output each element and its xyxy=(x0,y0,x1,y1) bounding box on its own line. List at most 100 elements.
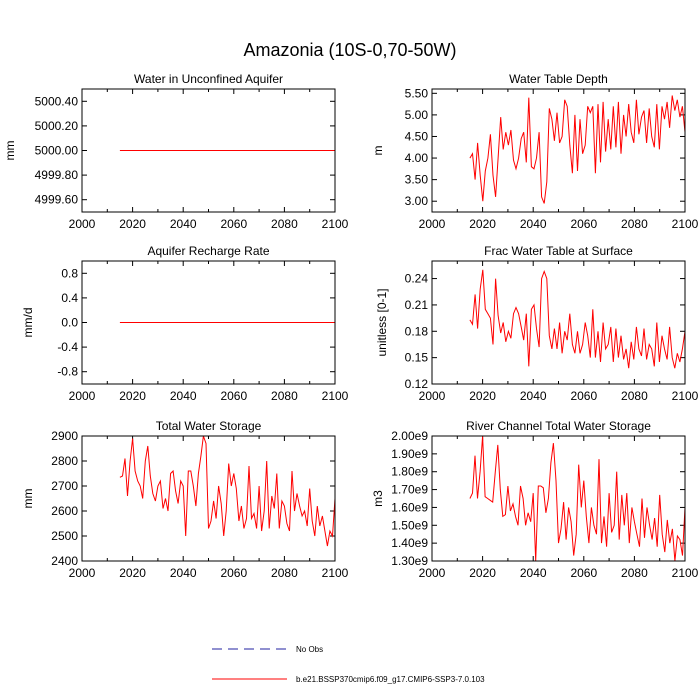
x-tick-label: 2100 xyxy=(672,389,699,403)
y-axis-label: m3 xyxy=(371,490,385,507)
panel-title: Frac Water Table at Surface xyxy=(484,244,633,258)
plot-frame xyxy=(81,260,336,385)
y-tick-label: 5000.40 xyxy=(35,94,79,108)
x-tick-label: 2060 xyxy=(570,566,597,580)
series-line xyxy=(469,435,686,562)
x-tick-label: 2020 xyxy=(119,217,146,231)
panel-title: Aquifer Recharge Rate xyxy=(147,244,269,258)
y-axis-label: m xyxy=(371,146,385,156)
y-tick-label: 2700 xyxy=(51,479,78,493)
panel-p4: Frac Water Table at Surface unitless [0-1… xyxy=(375,244,699,403)
page-title: Amazonia (10S-0,70-50W) xyxy=(243,40,456,60)
y-tick-label: 2900 xyxy=(51,429,78,443)
x-tick-label: 2080 xyxy=(621,217,648,231)
legend-entry-no-obs: No Obs xyxy=(212,645,323,654)
x-tick-label: 2080 xyxy=(621,566,648,580)
y-tick-label: 2800 xyxy=(51,454,78,468)
legend-entry-model: b.e21.BSSP370cmip6.f09_g17.CMIP6-SSP3-7.… xyxy=(212,675,485,684)
y-tick-label: 5000.20 xyxy=(35,119,79,133)
x-tick-label: 2000 xyxy=(69,389,96,403)
y-tick-label: 3.00 xyxy=(405,194,429,208)
x-tick-label: 2100 xyxy=(672,217,699,231)
panel-p2: Water Table Depth m 2000 2020 2040 2060 2080 21… xyxy=(371,72,699,231)
y-tick-label: 4.50 xyxy=(405,129,429,143)
y-tick-label: 5.00 xyxy=(405,108,429,122)
x-tick-label: 2100 xyxy=(672,566,699,580)
y-axis-label: mm xyxy=(3,141,17,161)
y-tick-label: 0.24 xyxy=(405,272,429,286)
x-tick-label: 2060 xyxy=(570,389,597,403)
x-tick-label: 2100 xyxy=(322,566,349,580)
y-tick-label: 0.18 xyxy=(405,324,429,338)
y-tick-label: 1.70e9 xyxy=(391,483,428,497)
x-tick-label: 2060 xyxy=(220,217,247,231)
plot-frame xyxy=(431,435,686,562)
x-tick-label: 2080 xyxy=(271,389,298,403)
x-tick-label: 2000 xyxy=(419,566,446,580)
y-tick-label: 1.80e9 xyxy=(391,465,428,479)
x-tick-label: 2080 xyxy=(271,217,298,231)
y-tick-label: 0.0 xyxy=(61,316,78,330)
panel-p5: Total Water Storage mm 2000 2020 2040 2060 208… xyxy=(21,419,349,580)
x-tick-label: 2060 xyxy=(220,389,247,403)
x-tick-label: 2020 xyxy=(119,566,146,580)
y-tick-label: 2500 xyxy=(51,529,78,543)
y-tick-label: 0.4 xyxy=(61,291,78,305)
series-line xyxy=(469,95,686,204)
y-tick-label: 4999.80 xyxy=(35,168,79,182)
x-tick-label: 2100 xyxy=(322,217,349,231)
legend: No Obs b.e21.BSSP370cmip6.f09_g17.CMIP6-… xyxy=(212,645,485,684)
y-tick-label: 2400 xyxy=(51,554,78,568)
y-tick-label: 1.30e9 xyxy=(391,554,428,568)
y-tick-label: 1.40e9 xyxy=(391,536,428,550)
x-tick-label: 2000 xyxy=(69,217,96,231)
y-tick-label: 2.00e9 xyxy=(391,429,428,443)
x-tick-label: 2040 xyxy=(170,566,197,580)
plot-frame xyxy=(431,88,686,213)
panel-title: Water Table Depth xyxy=(509,72,608,86)
panel-title: River Channel Total Water Storage xyxy=(466,419,651,433)
y-tick-label: 0.21 xyxy=(405,298,429,312)
y-tick-label: 2600 xyxy=(51,504,78,518)
panel-p1: Water in Unconfined Aquifer mm 2000 2020 204… xyxy=(3,72,349,231)
chart-panels: Water in Unconfined Aquifer mm 2000 2020 204… xyxy=(3,72,699,580)
panel-p6: River Channel Total Water Storage m3 2000 2… xyxy=(371,419,699,580)
series-line xyxy=(119,435,336,547)
x-tick-label: 2040 xyxy=(170,217,197,231)
plot-frame xyxy=(81,88,336,213)
y-tick-label: 1.60e9 xyxy=(391,500,428,514)
y-tick-label: 1.50e9 xyxy=(391,518,428,532)
y-tick-label: 0.8 xyxy=(61,266,78,280)
x-tick-label: 2080 xyxy=(271,566,298,580)
y-tick-label: 4999.60 xyxy=(35,193,79,207)
panel-p3: Aquifer Recharge Rate mm/d 2000 2020 2040 206… xyxy=(21,244,349,403)
plot-frame xyxy=(81,435,336,562)
y-tick-label: 5000.00 xyxy=(35,144,79,158)
y-axis-label: unitless [0-1] xyxy=(375,288,389,356)
legend-obs-label: No Obs xyxy=(296,645,323,654)
y-tick-label: -0.8 xyxy=(57,365,78,379)
x-tick-label: 2020 xyxy=(469,217,496,231)
y-axis-label: mm xyxy=(21,489,35,509)
series-line xyxy=(469,269,686,369)
panel-title: Total Water Storage xyxy=(156,419,262,433)
x-tick-label: 2080 xyxy=(621,389,648,403)
x-tick-label: 2000 xyxy=(419,389,446,403)
x-tick-label: 2040 xyxy=(520,566,547,580)
x-tick-label: 2040 xyxy=(520,389,547,403)
panel-title: Water in Unconfined Aquifer xyxy=(134,72,283,86)
y-tick-label: 3.50 xyxy=(405,173,429,187)
x-tick-label: 2040 xyxy=(170,389,197,403)
x-tick-label: 2040 xyxy=(520,217,547,231)
legend-model-label: b.e21.BSSP370cmip6.f09_g17.CMIP6-SSP3-7.… xyxy=(296,675,485,684)
x-tick-label: 2060 xyxy=(570,217,597,231)
y-tick-label: 0.12 xyxy=(405,377,429,391)
x-tick-label: 2020 xyxy=(469,389,496,403)
y-tick-label: 4.00 xyxy=(405,151,429,165)
x-tick-label: 2000 xyxy=(69,566,96,580)
y-axis-label: mm/d xyxy=(21,308,35,338)
x-tick-label: 2100 xyxy=(322,389,349,403)
y-tick-label: 1.90e9 xyxy=(391,447,428,461)
y-tick-label: 5.50 xyxy=(405,86,429,100)
